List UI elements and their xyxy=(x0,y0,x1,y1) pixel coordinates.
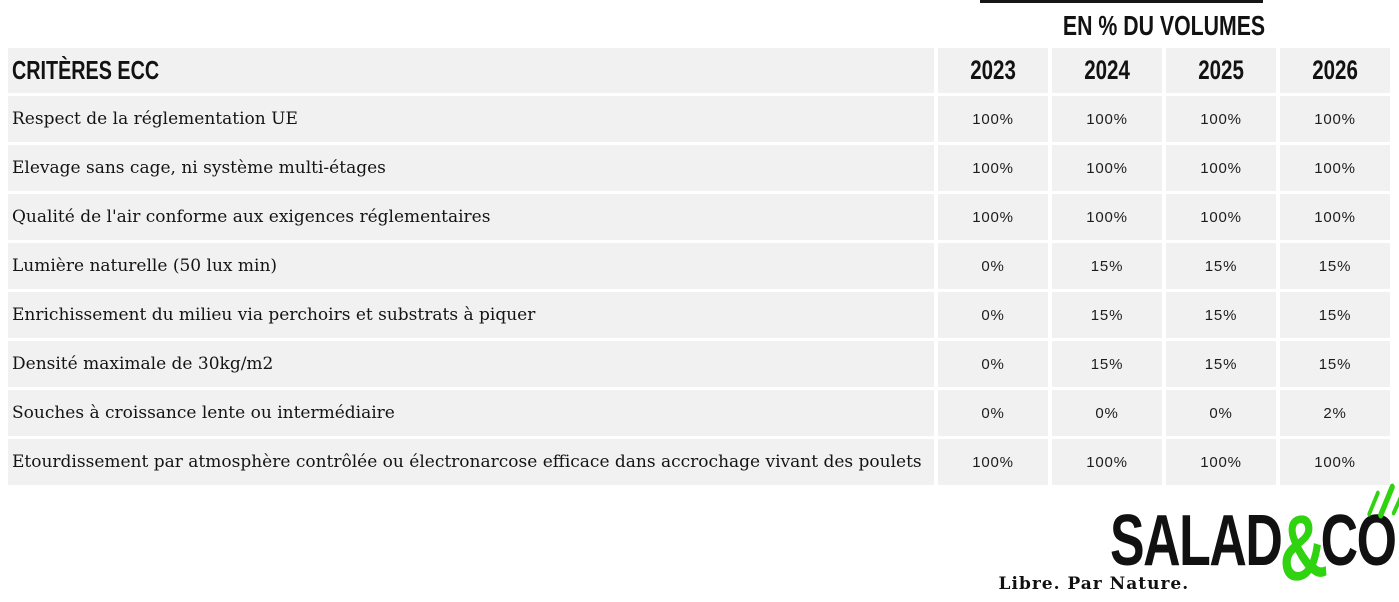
percentage-value: 0% xyxy=(981,306,1005,324)
percentage-value: 0% xyxy=(981,257,1005,275)
table-row: Enrichissement du milieu via perchoirs e… xyxy=(8,292,1390,338)
year-header-2026: 2026 xyxy=(1312,55,1358,85)
percentage-value: 0% xyxy=(1095,404,1119,422)
percentage-value: 100% xyxy=(1200,208,1242,226)
table-header-row: CRITÈRES ECC 2023 2024 2025 2026 xyxy=(8,48,1390,93)
year-header-2023: 2023 xyxy=(970,55,1016,85)
percentage-value: 100% xyxy=(972,110,1014,128)
table-row: Qualité de l'air conforme aux exigences … xyxy=(8,194,1390,240)
percentage-value: 100% xyxy=(1314,453,1356,471)
percentage-value: 0% xyxy=(981,404,1005,422)
percentage-value: 100% xyxy=(1200,110,1242,128)
criteria-column-header: CRITÈRES ECC xyxy=(12,55,160,85)
percentage-value: 100% xyxy=(1200,453,1242,471)
table-row: Souches à croissance lente ou intermédia… xyxy=(8,390,1390,436)
table-row: Etourdissement par atmosphère contrôlée … xyxy=(8,439,1390,485)
table-title-row: EN % DU VOLUMES xyxy=(8,0,1390,48)
criterion-label: Etourdissement par atmosphère contrôlée … xyxy=(12,452,922,472)
criterion-label: Elevage sans cage, ni système multi-étag… xyxy=(12,158,386,178)
cropped-text-sliver xyxy=(980,0,1263,3)
year-header-2025: 2025 xyxy=(1198,55,1244,85)
percentage-value: 100% xyxy=(1314,159,1356,177)
percentage-value: 15% xyxy=(1090,306,1124,324)
logo-text-salad: SALAD xyxy=(1109,501,1283,581)
criterion-label: Enrichissement du milieu via perchoirs e… xyxy=(12,305,536,325)
criterion-label: Lumière naturelle (50 lux min) xyxy=(12,256,278,276)
percentage-value: 100% xyxy=(1314,208,1356,226)
saladco-logo: SALAD& CO Libre. Par Nature. xyxy=(998,483,1399,602)
percentage-value: 100% xyxy=(1314,110,1356,128)
percentage-value: 15% xyxy=(1204,355,1238,373)
table-row: Lumière naturelle (50 lux min) 0% 15% 15… xyxy=(8,243,1390,289)
percentage-value: 0% xyxy=(981,355,1005,373)
table-row: Respect de la réglementation UE 100% 100… xyxy=(8,96,1390,142)
percentage-value: 100% xyxy=(1086,159,1128,177)
percentage-value: 100% xyxy=(1086,110,1128,128)
percentage-value: 100% xyxy=(972,208,1014,226)
criterion-label: Souches à croissance lente ou intermédia… xyxy=(12,403,395,423)
table-row: Elevage sans cage, ni système multi-étag… xyxy=(8,145,1390,191)
logo-ampersand: & xyxy=(1274,493,1330,602)
percentage-value: 15% xyxy=(1318,355,1352,373)
leaf-strokes-icon xyxy=(1367,483,1399,519)
logo-text-co: CO xyxy=(1320,501,1396,581)
percentage-value: 15% xyxy=(1090,257,1124,275)
ecc-criteria-table: EN % DU VOLUMES CRITÈRES ECC 2023 2024 2… xyxy=(8,0,1390,488)
percentage-value: 15% xyxy=(1318,306,1352,324)
percentage-value: 15% xyxy=(1318,257,1352,275)
percentage-value: 100% xyxy=(1086,453,1128,471)
percentage-value: 0% xyxy=(1209,404,1233,422)
criterion-label: Densité maximale de 30kg/m2 xyxy=(12,354,274,374)
percentage-value: 15% xyxy=(1090,355,1124,373)
percentage-value: 2% xyxy=(1323,404,1347,422)
logo-tagline: Libre. Par Nature. xyxy=(998,574,1190,594)
table-row: Densité maximale de 30kg/m2 0% 15% 15% 1… xyxy=(8,341,1390,387)
percentage-value: 100% xyxy=(972,453,1014,471)
percentage-value: 100% xyxy=(1086,208,1128,226)
criterion-label: Respect de la réglementation UE xyxy=(12,109,298,129)
percentage-value: 100% xyxy=(1200,159,1242,177)
criterion-label: Qualité de l'air conforme aux exigences … xyxy=(12,207,491,227)
percentage-value: 15% xyxy=(1204,306,1238,324)
percentage-value: 15% xyxy=(1204,257,1238,275)
table-title: EN % DU VOLUMES xyxy=(1062,10,1266,41)
year-header-2024: 2024 xyxy=(1084,55,1130,85)
percentage-value: 100% xyxy=(972,159,1014,177)
table-body: Respect de la réglementation UE 100% 100… xyxy=(8,96,1390,485)
